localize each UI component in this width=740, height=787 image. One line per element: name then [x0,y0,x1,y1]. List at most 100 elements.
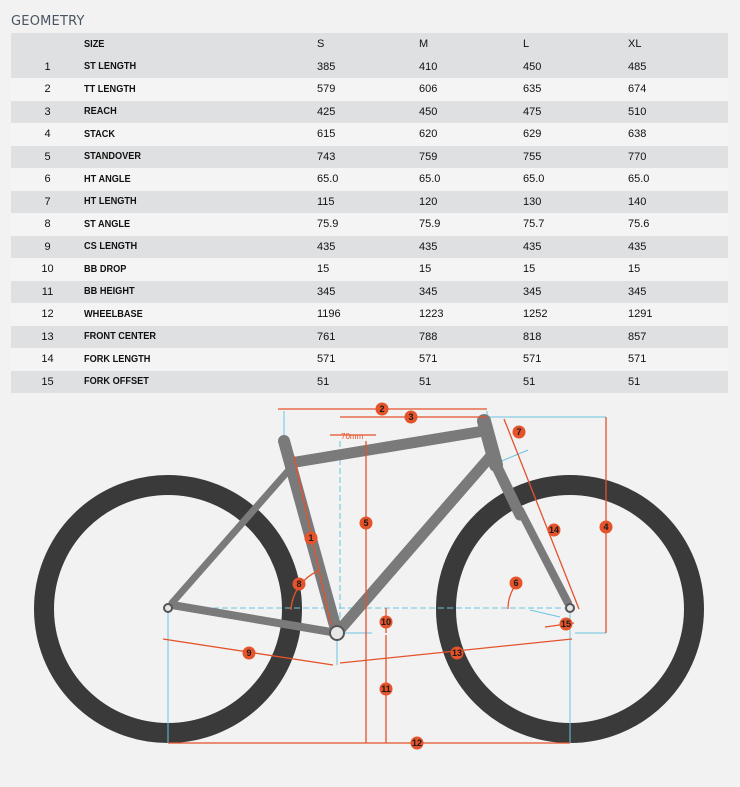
row-label: FORK LENGTH [84,353,151,365]
marker-4-label: 4 [603,522,608,532]
column-header-xl: XL [628,38,642,51]
value-l: 629 [523,128,542,141]
marker-9-label: 9 [246,648,251,658]
value-l: 75.7 [523,218,545,231]
table-row: 2 TT LENGTH 579 606 635 674 [11,78,728,101]
rear-axle [163,603,173,613]
value-l: 635 [523,83,542,96]
value-s: 51 [317,375,330,388]
column-header-number [11,33,84,56]
table-row: 5 STANDOVER 743 759 755 770 [11,145,728,168]
value-l: 818 [523,330,542,343]
geometry-table: SIZE S M L XL 1 ST LENGTH 385 410 450 485 2 TT … [11,33,728,393]
row-label: STACK [84,128,116,140]
value-s: 615 [317,128,336,141]
value-m: 571 [419,353,438,366]
value-s: 65.0 [317,173,339,186]
row-label: HT ANGLE [84,173,131,185]
marker-15-label: 15 [561,619,571,629]
value-m: 410 [419,60,438,73]
row-number: 15 [41,375,54,388]
value-xl: 15 [628,263,641,276]
front-axle [565,603,575,613]
value-m: 65.0 [419,173,441,186]
row-number: 12 [41,308,54,321]
table-row: 10 BB DROP 15 15 15 15 [11,258,728,281]
row-label: WHEELBASE [84,308,143,320]
row-number: 14 [41,353,54,366]
value-xl: 571 [628,353,647,366]
row-number: 3 [44,105,51,118]
marker-1-label: 1 [308,533,313,543]
table-row: 13 FRONT CENTER 761 788 818 857 [11,325,728,348]
value-s: 435 [317,240,336,253]
marker-5-badge [359,516,373,530]
marker-12-label: 12 [412,738,422,748]
column-header-s: S [317,38,325,51]
row-number: 4 [44,128,51,141]
marker-3-badge [404,410,418,424]
value-l: 15 [523,263,536,276]
table-row: 3 REACH 425 450 475 510 [11,100,728,123]
marker-8-badge [292,577,306,591]
value-xl: 485 [628,60,647,73]
page-title: GEOMETRY [11,14,85,29]
row-label: FORK OFFSET [84,376,149,388]
row-label: STANDOVER [84,151,142,163]
value-m: 620 [419,128,438,141]
value-s: 345 [317,285,336,298]
table-row: 11 BB HEIGHT 345 345 345 345 [11,280,728,303]
row-number: 2 [44,83,51,96]
value-s: 761 [317,330,336,343]
row-number: 8 [44,218,51,231]
value-s: 571 [317,353,336,366]
value-xl: 857 [628,330,647,343]
value-s: 1196 [317,308,341,321]
fork-offset-annotation: 70mm [341,432,364,441]
row-number: 6 [44,173,51,186]
marker-11-label: 11 [381,684,391,694]
table-row: 7 HT LENGTH 115 120 130 140 [11,190,728,213]
table-row: 14 FORK LENGTH 571 571 571 571 [11,348,728,371]
value-m: 759 [419,150,438,163]
column-header-m: M [419,38,429,51]
column-header-l: L [523,38,530,51]
marker-2-badge [375,402,389,416]
value-l: 65.0 [523,173,545,186]
marker-10-label: 10 [381,617,391,627]
marker-6-badge [509,576,523,590]
marker-9-badge [242,646,256,660]
value-s: 15 [317,263,330,276]
marker-7-badge [512,425,526,439]
value-s: 115 [317,195,335,208]
value-xl: 75.6 [628,218,650,231]
marker-5-label: 5 [363,518,368,528]
row-label: BB DROP [84,263,127,275]
value-m: 606 [419,83,438,96]
marker-13-label: 13 [452,648,462,658]
value-xl: 345 [628,285,647,298]
value-xl: 435 [628,240,647,253]
value-l: 345 [523,285,542,298]
value-m: 345 [419,285,438,298]
marker-14-badge [547,523,561,537]
bottom-bracket [329,625,345,641]
value-l: 1252 [523,308,548,321]
marker-2-label: 2 [379,404,384,414]
row-number: 9 [44,240,51,253]
marker-15-badge [559,617,573,631]
value-m: 1223 [419,308,444,321]
marker-3-label: 3 [408,412,413,422]
value-xl: 638 [628,128,647,141]
table-row: 6 HT ANGLE 65.0 65.0 65.0 65.0 [11,168,728,191]
value-s: 743 [317,150,336,163]
marker-7-label: 7 [516,427,521,437]
value-l: 450 [523,60,542,73]
marker-12-badge [410,736,424,750]
value-xl: 65.0 [628,173,650,186]
value-l: 435 [523,240,542,253]
value-s: 579 [317,83,336,96]
table-row: 15 FORK OFFSET 51 51 51 51 [11,370,728,393]
